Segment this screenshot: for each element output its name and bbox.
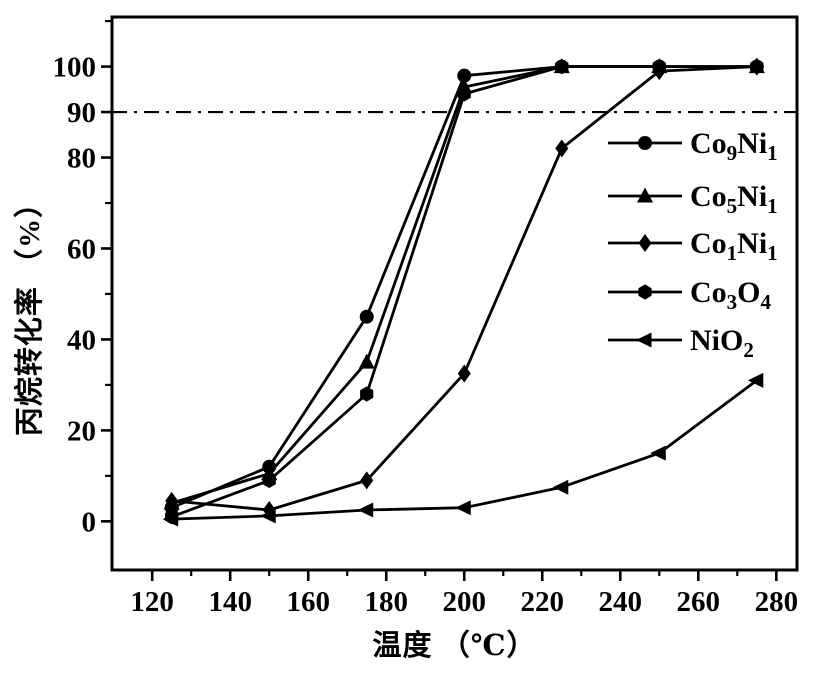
x-tick-label: 260 (677, 586, 721, 618)
y-tick-label: 0 (82, 506, 97, 538)
y-tick-label: 80 (67, 143, 96, 175)
marker-circle-Co9Ni1 (359, 309, 374, 324)
marker-diamond-Co1Ni1 (457, 364, 471, 383)
legend-marker-triangle-left-NiO2 (636, 332, 652, 348)
legend-label-NiO2: NiO2 (690, 324, 754, 362)
x-tick-label: 200 (443, 586, 487, 618)
marker-triangle-left-NiO2 (747, 372, 764, 388)
x-tick-label: 220 (521, 586, 565, 618)
series-line-NiO2 (171, 379, 758, 521)
marker-triangle-left-NiO2 (650, 445, 666, 461)
legend-label-Co3O4: Co3O4 (690, 276, 772, 314)
legend-marker-hexagon-Co3O4 (638, 284, 652, 300)
series-line-Co1Ni1 (171, 65, 757, 512)
series-line-Co9Ni1 (171, 65, 757, 509)
legend-marker-triangle-up-Co5Ni1 (637, 187, 653, 203)
marker-triangle-up-Co5Ni1 (358, 353, 375, 369)
marker-triangle-left-NiO2 (357, 502, 374, 518)
marker-hexagon-Co3O4 (457, 86, 471, 102)
marker-diamond-Co1Ni1 (555, 139, 569, 158)
series-line-Co5Ni1 (171, 65, 757, 505)
y-tick-label: 20 (67, 415, 96, 447)
y-tick-label: 90 (67, 97, 96, 129)
y-tick-label: 100 (53, 52, 97, 84)
marker-triangle-left-NiO2 (455, 500, 471, 516)
x-tick-label: 240 (599, 586, 643, 618)
marker-triangle-left-NiO2 (260, 508, 276, 524)
legend-label-Co1Ni1: Co1Ni1 (690, 227, 778, 265)
legend-label-Co9Ni1: Co9Ni1 (690, 127, 778, 165)
legend-label-Co5Ni1: Co5Ni1 (690, 180, 778, 218)
y-axis-title: 丙烷转化率 （%） (14, 187, 46, 437)
marker-diamond-Co1Ni1 (165, 491, 179, 510)
marker-hexagon-Co3O4 (555, 59, 569, 75)
legend-marker-circle-Co9Ni1 (638, 136, 652, 150)
marker-circle-Co9Ni1 (457, 68, 472, 83)
marker-triangle-left-NiO2 (552, 479, 569, 495)
x-tick-label: 140 (208, 586, 252, 618)
marker-diamond-Co1Ni1 (360, 471, 374, 490)
x-tick-label: 120 (130, 586, 174, 618)
marker-hexagon-Co3O4 (750, 59, 764, 75)
marker-hexagon-Co3O4 (360, 386, 374, 402)
x-tick-label: 180 (364, 586, 408, 618)
y-tick-label: 40 (67, 324, 96, 356)
x-tick-label: 280 (755, 586, 799, 618)
marker-triangle-left-NiO2 (162, 511, 179, 527)
legend-marker-diamond-Co1Ni1 (638, 234, 652, 252)
x-axis-title: 温度 （℃） (372, 630, 537, 662)
marker-hexagon-Co3O4 (262, 472, 276, 488)
x-tick-label: 160 (286, 586, 330, 618)
y-tick-label: 60 (67, 233, 96, 265)
marker-hexagon-Co3O4 (652, 59, 666, 75)
